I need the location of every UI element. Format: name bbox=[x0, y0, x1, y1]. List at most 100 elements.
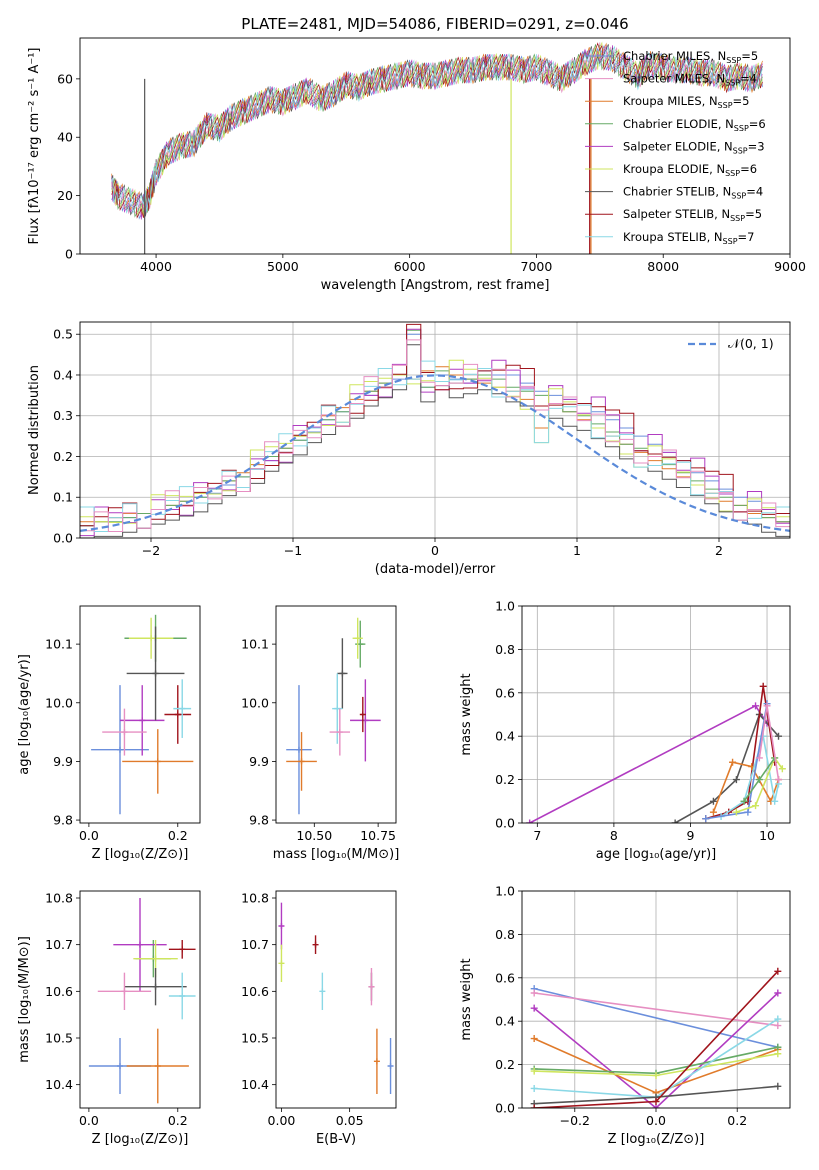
data-point bbox=[137, 941, 143, 948]
x-axis-label: Z [log₁₀(Z/Z⊙)] bbox=[92, 847, 189, 862]
y-tick-label: 0.8 bbox=[495, 927, 515, 942]
spectrum-series-line bbox=[111, 41, 763, 217]
series-line bbox=[533, 992, 779, 1108]
data-point bbox=[709, 808, 717, 816]
y-tick-label: 10.8 bbox=[45, 891, 73, 906]
data-point bbox=[179, 946, 186, 953]
y-tick-label: 10.6 bbox=[45, 984, 73, 999]
y-tick-label: 60 bbox=[57, 71, 73, 86]
data-point bbox=[319, 988, 326, 995]
y-tick-label: 20 bbox=[57, 188, 73, 203]
data-point bbox=[148, 635, 155, 642]
data-point bbox=[298, 758, 305, 765]
x-axis-label: E(B-V) bbox=[316, 1132, 356, 1147]
data-point bbox=[339, 670, 346, 677]
y-tick-label: 10.6 bbox=[241, 984, 269, 999]
data-point bbox=[174, 711, 181, 718]
x-tick-label: 7000 bbox=[521, 259, 553, 274]
data-point bbox=[729, 758, 737, 766]
x-tick-label: 0.00 bbox=[268, 1113, 296, 1128]
legend-label: Kroupa STELIB, NSSP=7 bbox=[623, 230, 754, 246]
data-point bbox=[774, 989, 782, 997]
x-tick-label: −0.2 bbox=[560, 1113, 590, 1128]
x-tick-label: 9000 bbox=[774, 259, 806, 274]
data-point bbox=[526, 819, 534, 823]
x-axis-label: mass [log₁₀(M/M⊙)] bbox=[273, 847, 400, 862]
x-tick-label: 8000 bbox=[647, 259, 679, 274]
data-point bbox=[752, 802, 760, 810]
x-axis-label: age [log₁₀(age/yr)] bbox=[596, 847, 717, 862]
data-point bbox=[152, 670, 159, 677]
x-tick-label: 4000 bbox=[140, 259, 172, 274]
x-tick-label: 1 bbox=[573, 543, 581, 558]
x-tick-label: −1 bbox=[284, 543, 302, 558]
y-tick-label: 1.0 bbox=[495, 599, 515, 614]
axes-frame bbox=[79, 890, 201, 1109]
data-point bbox=[755, 776, 763, 784]
data-point bbox=[774, 1082, 782, 1090]
y-tick-label: 10.1 bbox=[45, 637, 73, 652]
y-axis-label: mass weight bbox=[459, 958, 474, 1040]
data-point bbox=[121, 729, 128, 736]
y-tick-label: 40 bbox=[57, 130, 73, 145]
x-tick-label: 2 bbox=[715, 543, 723, 558]
data-point bbox=[387, 1063, 394, 1069]
series-line bbox=[534, 992, 778, 1027]
histogram-step-line bbox=[80, 344, 790, 538]
x-axis-label: (data-model)/error bbox=[375, 562, 496, 577]
legend-label: Kroupa ELODIE, NSSP=6 bbox=[623, 162, 757, 178]
data-point bbox=[652, 1097, 660, 1105]
data-point bbox=[530, 1035, 538, 1043]
data-point bbox=[774, 967, 782, 975]
spectrum-series-line bbox=[111, 42, 763, 219]
x-tick-label: 0.2 bbox=[168, 1113, 188, 1128]
x-tick-label: 8 bbox=[610, 828, 618, 843]
x-axis-label: wavelength [Angstrom, rest frame] bbox=[321, 278, 550, 293]
data-point bbox=[354, 635, 361, 642]
panel-mass-weight-vs-Z: −0.2 0.0 0.2 0.0 0.2 0.4 0.6 0.8 1.0 Z [log₁₀(Z/Z… bbox=[459, 884, 791, 1147]
data-point bbox=[652, 1104, 660, 1108]
data-point bbox=[709, 797, 717, 805]
axes-frame bbox=[79, 321, 791, 539]
y-tick-label: 0.4 bbox=[53, 367, 73, 382]
axes-frame bbox=[521, 890, 791, 1109]
legend-label: Salpeter MILES, NSSP=4 bbox=[623, 72, 757, 88]
spectrum-series-line bbox=[111, 44, 763, 218]
y-axis-label: age [log₁₀(age/yr)] bbox=[17, 654, 32, 775]
data-point bbox=[732, 808, 740, 816]
x-tick-label: 10.75 bbox=[360, 828, 396, 843]
y-tick-label: 10.5 bbox=[241, 1031, 269, 1046]
data-point bbox=[763, 702, 771, 710]
y-tick-label: 0.1 bbox=[53, 490, 73, 505]
y-tick-label: 10.4 bbox=[241, 1077, 269, 1092]
gaussian-curve bbox=[79, 374, 791, 532]
y-tick-label: 0.2 bbox=[495, 772, 515, 787]
data-point bbox=[755, 754, 763, 762]
panel-mass-weight-vs-age: 7 8 9 10 0.0 0.2 0.4 0.6 0.8 1.0 age [log₁₀(age/yr… bbox=[459, 599, 791, 862]
data-point bbox=[732, 776, 740, 784]
y-tick-label: 10.7 bbox=[241, 937, 269, 952]
legend-label: Chabrier STELIB, NSSP=4 bbox=[623, 185, 763, 201]
axes-frame bbox=[79, 37, 791, 255]
y-tick-label: 10.5 bbox=[45, 1031, 73, 1046]
data-point bbox=[359, 711, 366, 718]
x-tick-label: 0.05 bbox=[336, 1113, 364, 1128]
legend-label: Kroupa MILES, NSSP=5 bbox=[623, 94, 749, 110]
histogram-step-line bbox=[80, 328, 790, 537]
x-tick-label: 0.2 bbox=[727, 1113, 747, 1128]
y-tick-label: 0.0 bbox=[495, 1101, 515, 1116]
data-point bbox=[336, 729, 343, 736]
x-tick-label: 0 bbox=[431, 543, 439, 558]
panel-age-vs-Z: 0.0 0.2 9.8 9.9 10.0 10.1 Z [log₁₀(Z/Z⊙)] age [… bbox=[17, 605, 201, 862]
y-tick-label: 10.8 bbox=[241, 891, 269, 906]
y-tick-label: 0.5 bbox=[53, 327, 73, 342]
legend-label: Salpeter ELODIE, NSSP=3 bbox=[623, 139, 765, 155]
data-point bbox=[278, 923, 285, 929]
axes-frame bbox=[521, 605, 791, 824]
axes-frame bbox=[79, 605, 201, 824]
x-axis-label: Z [log₁₀(Z/Z⊙)] bbox=[608, 1132, 705, 1147]
data-point bbox=[778, 765, 786, 773]
x-tick-label: 10 bbox=[759, 828, 775, 843]
x-axis-label: Z [log₁₀(Z/Z⊙)] bbox=[92, 1132, 189, 1147]
